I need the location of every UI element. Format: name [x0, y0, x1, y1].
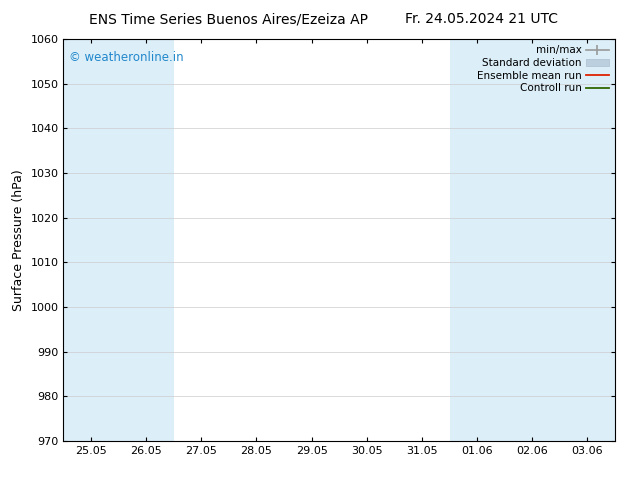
Bar — [505, 39, 560, 441]
Text: Fr. 24.05.2024 21 UTC: Fr. 24.05.2024 21 UTC — [405, 12, 559, 26]
Bar — [119, 39, 174, 441]
Y-axis label: Surface Pressure (hPa): Surface Pressure (hPa) — [12, 169, 25, 311]
Bar — [450, 39, 505, 441]
Bar — [63, 39, 119, 441]
Bar — [560, 39, 615, 441]
Text: ENS Time Series Buenos Aires/Ezeiza AP: ENS Time Series Buenos Aires/Ezeiza AP — [89, 12, 368, 26]
Text: © weatheronline.in: © weatheronline.in — [69, 51, 183, 64]
Legend: min/max, Standard deviation, Ensemble mean run, Controll run: min/max, Standard deviation, Ensemble me… — [474, 42, 612, 97]
